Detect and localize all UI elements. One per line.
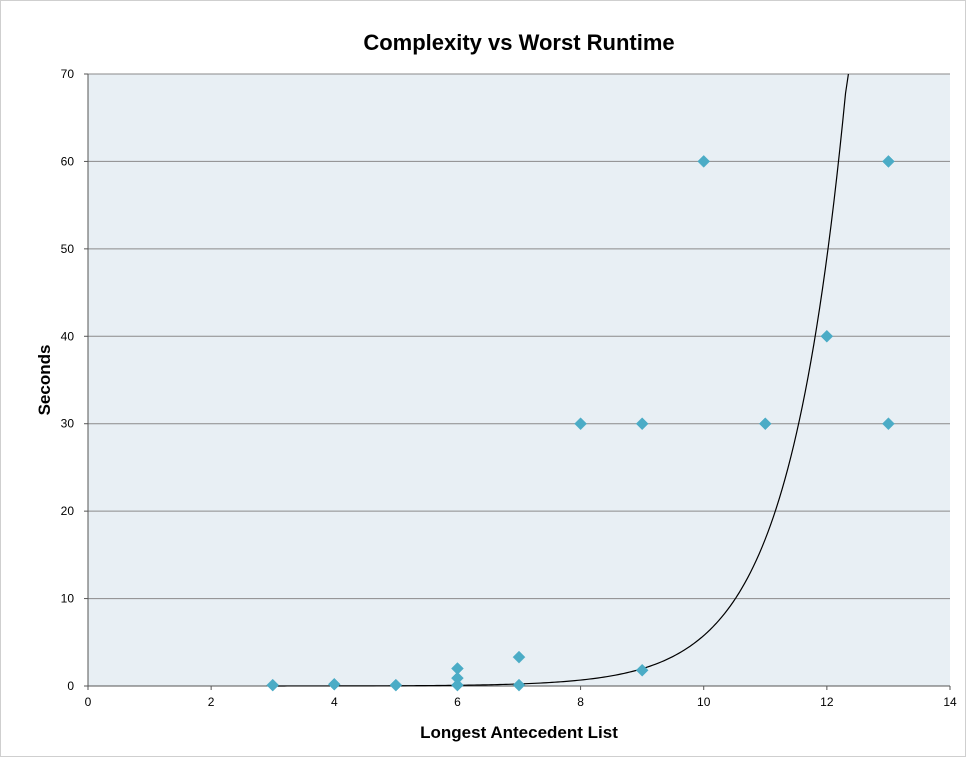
y-axis-label: Seconds [35, 345, 54, 416]
plot-area [88, 74, 950, 686]
x-tick-label: 2 [208, 695, 215, 709]
x-tick-label: 0 [85, 695, 92, 709]
gridlines [88, 73, 950, 600]
x-tick-label: 4 [331, 695, 338, 709]
y-tick-label: 70 [61, 67, 75, 81]
data-point [697, 155, 711, 168]
y-tick-label: 50 [61, 242, 75, 256]
x-tick-label: 6 [454, 695, 461, 709]
y-tick-label: 60 [61, 154, 75, 168]
data-point [820, 329, 834, 343]
data-point [635, 663, 649, 677]
data-point [635, 417, 649, 431]
data-points [266, 155, 895, 692]
y-tick-label: 0 [67, 679, 74, 693]
x-tick-label: 12 [820, 695, 834, 709]
chart-title: Complexity vs Worst Runtime [363, 30, 674, 55]
data-point [389, 678, 403, 692]
data-point [266, 678, 280, 692]
data-point [574, 417, 587, 431]
data-point [327, 677, 341, 691]
y-tick-label: 30 [61, 417, 75, 431]
trendline-group [272, 73, 850, 687]
x-axis-label: Longest Antecedent List [420, 723, 618, 742]
y-tick-label: 10 [61, 592, 75, 606]
trendline [272, 73, 850, 687]
x-tick-labels: 0 2 4 6 8 10 12 14 [85, 686, 957, 709]
x-tick-label: 8 [577, 695, 584, 709]
data-point [882, 417, 895, 431]
data-point [512, 650, 526, 664]
data-point [758, 417, 772, 431]
y-tick-labels: 0 10 20 30 40 50 60 70 [61, 67, 88, 693]
data-point [451, 678, 464, 692]
x-tick-label: 14 [943, 695, 957, 709]
y-tick-label: 20 [61, 504, 75, 518]
data-point [512, 678, 526, 692]
data-point [882, 155, 895, 168]
y-tick-label: 40 [61, 329, 75, 343]
x-tick-label: 10 [697, 695, 711, 709]
